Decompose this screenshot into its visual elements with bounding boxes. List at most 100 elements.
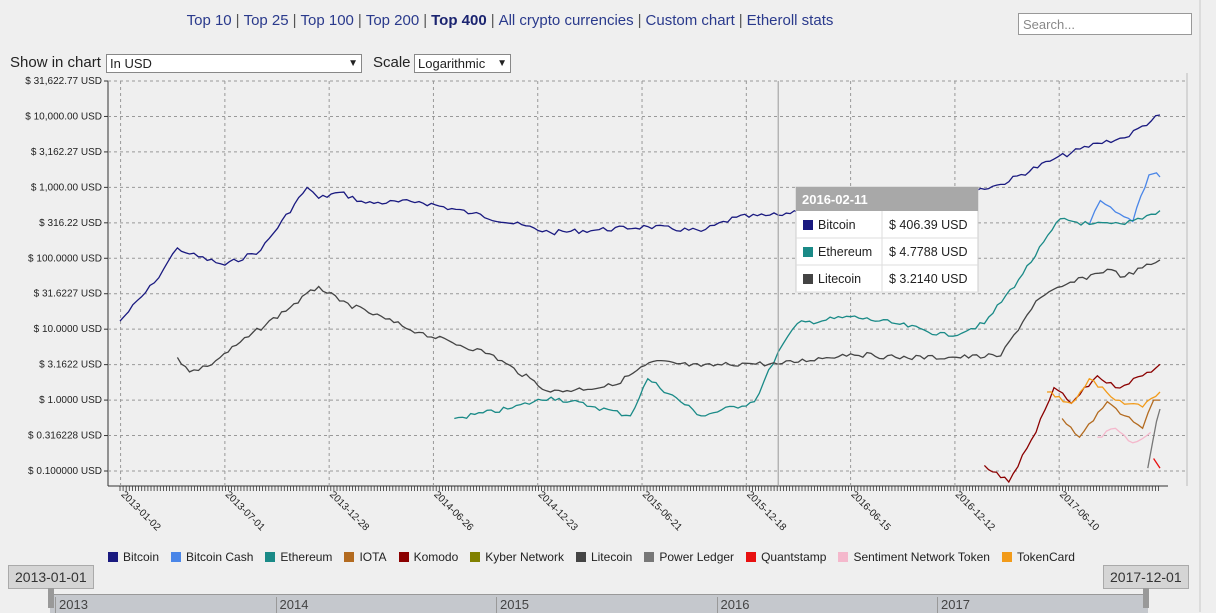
nav-separator: | xyxy=(637,12,642,29)
tooltip-header xyxy=(796,187,978,211)
nav-link-top-400[interactable]: Top 400 xyxy=(431,12,487,29)
nav-separator: | xyxy=(490,12,495,29)
navigator-year-label: 2017 xyxy=(937,597,970,613)
y-tick-label: $ 10,000.00 USD xyxy=(25,111,102,122)
currency-select[interactable]: In USD ▼ xyxy=(106,54,362,73)
y-tick-label: $ 1.0000 USD xyxy=(39,395,102,406)
top-navigation: Top 10 | Top 25 | Top 100 | Top 200 | Top 400 | Al… xyxy=(0,12,1020,29)
nav-separator: | xyxy=(423,12,428,29)
legend-swatch xyxy=(575,552,586,562)
range-handle-left[interactable] xyxy=(48,588,54,608)
series-line-komodo xyxy=(983,363,1161,484)
range-navigator[interactable]: 2013 2014 2015 2016 2017 xyxy=(50,594,1148,613)
y-tick-label: $ 0.100000 USD xyxy=(28,466,102,477)
search-input[interactable] xyxy=(1018,13,1192,35)
y-tick-label: $ 10.0000 USD xyxy=(34,324,102,335)
tooltip-series-value: $ 406.39 USD xyxy=(889,218,968,232)
tooltip-date: 2016-02-11 xyxy=(802,192,868,207)
legend-swatch xyxy=(746,552,757,562)
legend-label: Litecoin xyxy=(590,550,633,564)
nav-separator: | xyxy=(357,12,362,29)
show-in-chart-label: Show in chart xyxy=(10,54,101,71)
nav-link-custom-chart[interactable]: Custom chart xyxy=(645,12,735,29)
legend-label: Komodo xyxy=(413,550,459,564)
chevron-down-icon: ▼ xyxy=(497,58,507,69)
y-tick-label: $ 3.1622 USD xyxy=(39,360,102,371)
scale-select-value: Logarithmic xyxy=(418,56,486,71)
nav-link-top-25[interactable]: Top 25 xyxy=(243,12,289,29)
x-tick-label: 2015-12-18 xyxy=(744,489,788,533)
tooltip-swatch xyxy=(803,274,813,284)
legend-item[interactable]: Bitcoin Cash xyxy=(171,550,253,564)
legend-item[interactable]: Power Ledger xyxy=(644,550,734,564)
nav-link-top-10[interactable]: Top 10 xyxy=(186,12,232,29)
legend-label: Sentiment Network Token xyxy=(853,550,990,564)
y-tick-label: $ 100.0000 USD xyxy=(28,253,102,264)
series-line-tokencard xyxy=(1046,377,1161,408)
legend-label: Bitcoin xyxy=(123,550,160,564)
legend-item[interactable]: IOTA xyxy=(344,550,387,564)
legend-item[interactable]: Ethereum xyxy=(265,550,332,564)
chevron-down-icon: ▼ xyxy=(348,58,358,69)
legend-item[interactable]: Litecoin xyxy=(575,550,633,564)
y-tick-label: $ 316.22 USD xyxy=(39,218,102,229)
x-tick-label: 2013-01-02 xyxy=(118,489,162,533)
x-tick-label: 2016-06-15 xyxy=(848,489,892,533)
legend-label: Ethereum xyxy=(280,550,333,564)
navigator-year-label: 2014 xyxy=(275,597,308,613)
series-line-bitcoin-cash xyxy=(1088,172,1161,225)
x-tick-label: 2015-06-21 xyxy=(640,489,684,533)
legend-item[interactable]: Kyber Network xyxy=(470,550,564,564)
nav-link-top-100[interactable]: Top 100 xyxy=(300,12,354,29)
legend-swatch xyxy=(470,552,481,562)
tooltip-swatch xyxy=(803,247,813,257)
series-line-quantstamp xyxy=(1153,458,1161,469)
legend-swatch xyxy=(265,552,276,562)
y-tick-label: $ 1,000.00 USD xyxy=(31,182,102,193)
series-line-litecoin xyxy=(176,259,1161,393)
range-end-date[interactable]: 2017-12-01 xyxy=(1103,565,1189,589)
scale-label: Scale xyxy=(373,54,411,71)
nav-separator: | xyxy=(292,12,297,29)
legend-item[interactable]: Sentiment Network Token xyxy=(838,550,990,564)
legend-label: Power Ledger xyxy=(659,550,735,564)
chart-legend: Bitcoin Bitcoin Cash Ethereum IOTA Komodo Kyb… xyxy=(108,550,1108,564)
x-tick-label: 2017-06-10 xyxy=(1057,489,1101,533)
legend-label: Kyber Network xyxy=(485,550,564,564)
nav-link-top-200[interactable]: Top 200 xyxy=(365,12,420,29)
navigator-year-label: 2016 xyxy=(716,597,749,613)
scale-select[interactable]: Logarithmic ▼ xyxy=(414,54,511,73)
y-tick-label: $ 3,162.27 USD xyxy=(31,147,102,158)
nav-link-etheroll-stats[interactable]: Etheroll stats xyxy=(746,12,834,29)
x-tick-label: 2016-12-12 xyxy=(953,489,997,533)
nav-separator: | xyxy=(738,12,743,29)
legend-swatch xyxy=(108,552,118,562)
series-line-iota xyxy=(1061,399,1160,439)
navigator-year-label: 2013 xyxy=(55,597,88,613)
legend-item[interactable]: Quantstamp xyxy=(746,550,826,564)
y-tick-label: $ 31,622.77 USD xyxy=(25,76,102,87)
tooltip-series-name: Ethereum xyxy=(818,245,872,259)
price-chart[interactable]: $ 31,622.77 USD $ 10,000.00 USD $ 3,162.27… xyxy=(0,0,1200,545)
legend-item[interactable]: TokenCard xyxy=(1001,550,1075,564)
range-start-date[interactable]: 2013-01-01 xyxy=(8,565,94,589)
legend-swatch xyxy=(838,552,849,562)
legend-label: TokenCard xyxy=(1016,550,1075,564)
nav-link-all-crypto-currencies[interactable]: All crypto currencies xyxy=(498,12,634,29)
nav-separator: | xyxy=(235,12,240,29)
range-handle-right[interactable] xyxy=(1143,588,1149,608)
tooltip: 2016-02-11 Bitcoin $ 406.39 USD Ethereum $ 4… xyxy=(795,186,979,293)
tooltip-series-value: $ 3.2140 USD xyxy=(889,272,968,286)
y-tick-label: $ 0.316228 USD xyxy=(28,431,102,442)
currency-select-value: In USD xyxy=(110,56,152,71)
legend-label: IOTA xyxy=(359,550,387,564)
legend-swatch xyxy=(644,552,655,562)
series-line-ethereum xyxy=(454,210,1161,420)
series-line-power-ledger xyxy=(1147,408,1161,469)
series-line-sentiment-network-token xyxy=(1097,427,1152,444)
legend-item[interactable]: Komodo xyxy=(398,550,459,564)
legend-item[interactable]: Bitcoin xyxy=(108,550,159,564)
x-tick-label: 2013-12-28 xyxy=(327,489,371,533)
scrollbar[interactable] xyxy=(1199,0,1201,612)
tooltip-series-name: Bitcoin xyxy=(818,218,856,232)
